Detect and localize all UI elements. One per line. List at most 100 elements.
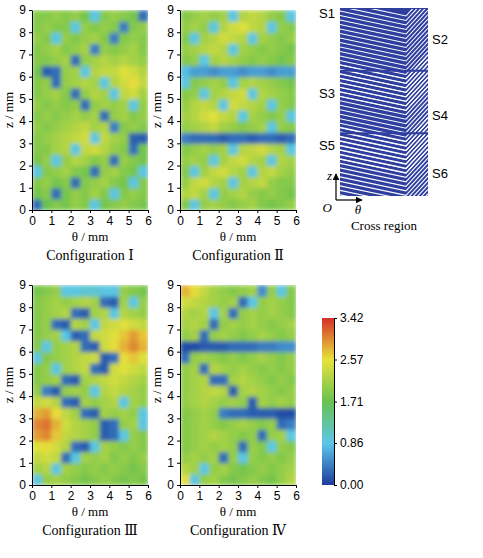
cell <box>138 285 148 297</box>
cell <box>190 374 200 386</box>
cell <box>42 88 52 100</box>
cell <box>138 352 148 364</box>
cell <box>286 307 296 319</box>
cell <box>277 88 287 100</box>
cell <box>129 21 139 33</box>
cell <box>51 463 61 475</box>
tick: 9 <box>19 278 32 292</box>
tick-mark <box>177 77 180 78</box>
cell <box>209 177 219 189</box>
cell <box>190 199 200 210</box>
cell <box>51 418 61 430</box>
cell <box>129 429 139 441</box>
cell <box>61 452 71 464</box>
cell <box>100 154 110 166</box>
y-axis-title: z / mm <box>1 92 16 128</box>
cell <box>90 452 100 464</box>
tick: 1 <box>167 181 180 195</box>
cell <box>248 285 258 297</box>
cell <box>71 429 81 441</box>
cell <box>190 154 200 166</box>
tick-label: 0 <box>29 214 36 228</box>
cell <box>100 329 110 341</box>
tick-label: 1 <box>167 181 174 195</box>
cell <box>129 177 139 189</box>
cell <box>42 452 52 464</box>
cell <box>180 188 190 200</box>
cell <box>180 32 190 44</box>
origin-label: O <box>323 200 333 215</box>
cell <box>180 132 190 144</box>
tick-label: 0.86 <box>340 436 364 450</box>
cell <box>80 154 90 166</box>
cell <box>257 441 267 453</box>
cell <box>238 285 248 297</box>
cell <box>219 99 229 111</box>
cell <box>138 441 148 453</box>
cell <box>238 177 248 189</box>
cell <box>32 429 42 441</box>
cell <box>199 143 209 155</box>
cell <box>228 452 238 464</box>
cell <box>129 418 139 430</box>
x-axis-title: θ / mm <box>72 229 109 244</box>
cell <box>190 110 200 122</box>
cell <box>277 121 287 133</box>
cell <box>51 385 61 397</box>
cell <box>180 10 190 22</box>
cell <box>286 132 296 144</box>
tick-label: 1 <box>48 214 55 228</box>
cell <box>228 10 238 22</box>
cell <box>257 132 267 144</box>
cell <box>277 296 287 308</box>
cell <box>286 474 296 485</box>
cell <box>267 143 277 155</box>
cell <box>129 77 139 89</box>
cell <box>219 352 229 364</box>
cell <box>257 296 267 308</box>
cell <box>248 463 258 475</box>
cell <box>71 407 81 419</box>
cell <box>219 77 229 89</box>
cell <box>61 66 71 78</box>
cell <box>129 132 139 144</box>
cell <box>90 285 100 297</box>
cell <box>80 441 90 453</box>
tick: 1 <box>19 456 32 470</box>
cell <box>248 296 258 308</box>
cell <box>228 188 238 200</box>
cell <box>61 363 71 375</box>
cell <box>286 99 296 111</box>
cell <box>199 199 209 210</box>
cell <box>219 307 229 319</box>
cell <box>209 363 219 375</box>
cell <box>71 352 81 364</box>
cell <box>100 418 110 430</box>
cell <box>119 474 129 485</box>
cell <box>109 110 119 122</box>
cell <box>248 318 258 330</box>
cell <box>51 352 61 364</box>
axis: 0123456 <box>29 485 152 503</box>
cell <box>42 441 52 453</box>
hatching <box>340 8 428 196</box>
tick: 3 <box>235 210 242 228</box>
tick-label: 8 <box>167 26 174 40</box>
cell <box>248 407 258 419</box>
scan-line <box>340 24 428 48</box>
cell <box>100 177 110 189</box>
cell <box>277 285 287 297</box>
tick: 9 <box>19 3 32 17</box>
cell <box>80 110 90 122</box>
cell <box>219 43 229 55</box>
cell <box>238 407 248 419</box>
cell <box>51 143 61 155</box>
cell <box>228 54 238 66</box>
cell <box>109 407 119 419</box>
cell <box>119 143 129 155</box>
cell <box>100 88 110 100</box>
cell <box>80 285 90 297</box>
cell <box>248 10 258 22</box>
tick-mark <box>29 374 32 375</box>
cell <box>90 188 100 200</box>
